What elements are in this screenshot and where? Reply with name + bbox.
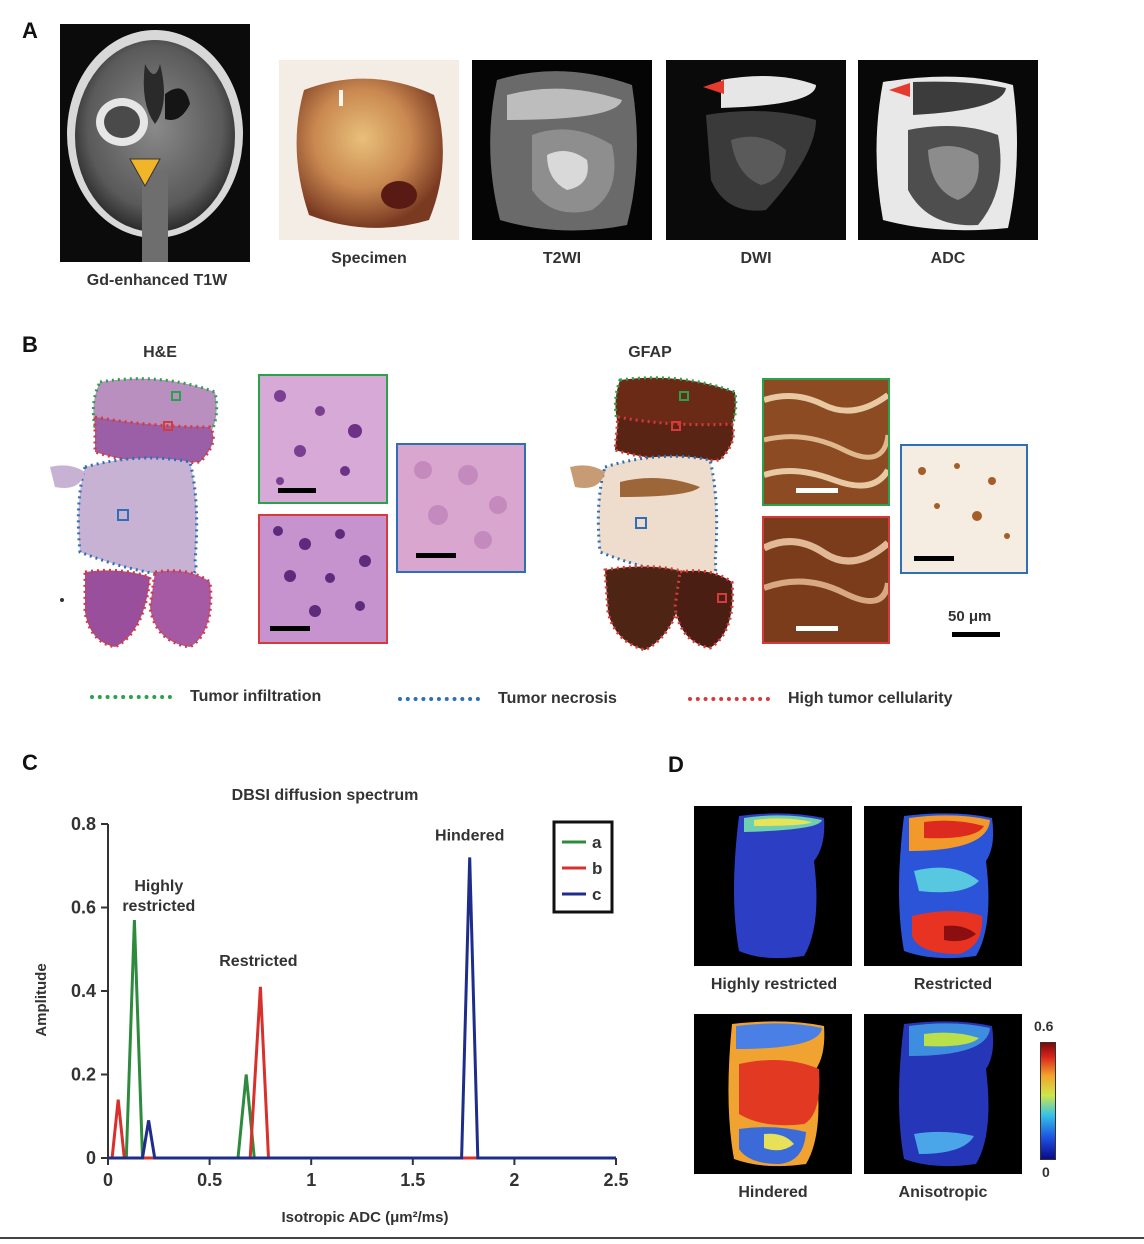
panel-label-c: C [22, 750, 38, 775]
he-section-image [40, 372, 240, 672]
x-tick-label: 1 [306, 1170, 316, 1190]
colorbar [1040, 1042, 1056, 1160]
y-tick-label: 0.4 [71, 981, 96, 1001]
series-line-c [108, 857, 616, 1160]
mri-t1w-image [60, 24, 250, 262]
y-tick-label: 0.6 [71, 898, 96, 918]
series-line-b [108, 986, 616, 1160]
panel-label-a: A [22, 18, 38, 43]
map-anisotropic [864, 1014, 1022, 1174]
caption-adc: ADC [930, 250, 966, 267]
dwi-image [666, 60, 846, 240]
map-label-anisotropic: Anisotropic [898, 1184, 988, 1201]
legend-label: Tumor necrosis [498, 690, 617, 707]
y-tick-label: 0.8 [71, 814, 96, 834]
x-axis-label: Isotropic ADC (μm²/ms) [282, 1209, 449, 1226]
gfap-cellularity-inset [762, 516, 890, 644]
arrowhead-icon [889, 83, 910, 97]
series-line-a [108, 919, 616, 1160]
map-restricted [864, 806, 1022, 966]
gfap-necrosis-inset [900, 444, 1028, 574]
legend-tumor-infiltration: Tumor infiltration [90, 688, 321, 706]
annotation-label: Highly restricted [122, 878, 195, 915]
legend-entry-b: b [592, 859, 602, 878]
y-axis-label: Amplitude [33, 963, 50, 1036]
legend-label: High tumor cellularity [788, 690, 953, 707]
colorbar-min-label: 0 [1042, 1164, 1050, 1180]
legend-entry-a: a [592, 833, 602, 852]
scale-bar [952, 632, 1000, 637]
map-highly-restricted [694, 806, 852, 966]
x-tick-label: 2 [509, 1170, 519, 1190]
map-hindered [694, 1014, 852, 1174]
dotted-line-red [688, 697, 770, 701]
bottom-rule [0, 1237, 1144, 1239]
chart-svg: DBSI diffusion spectrum 0 0.5 1 1.5 2 2.5 0 0.2… [33, 787, 629, 1226]
gfap-infiltration-inset [762, 378, 890, 506]
map-label-hindered: Hindered [738, 1184, 808, 1201]
he-infiltration-inset [258, 374, 388, 504]
chart-title: DBSI diffusion spectrum [232, 787, 419, 804]
map-label-restricted: Restricted [913, 976, 993, 993]
caption-t2wi: T2WI [542, 250, 582, 267]
caption-dwi: DWI [740, 250, 772, 267]
arrowhead-icon [129, 158, 161, 188]
t2wi-image [472, 60, 652, 240]
chart-spectrum: DBSI diffusion spectrum 0 0.5 1 1.5 2 2.5 0 0.2… [20, 770, 660, 1230]
x-tick-label: 1.5 [400, 1170, 425, 1190]
panel-label-b: B [22, 332, 38, 357]
x-tick-label: 0 [103, 1170, 113, 1190]
he-title: H&E [143, 344, 177, 361]
legend-label: Tumor infiltration [190, 688, 322, 705]
annotation-label: Restricted [219, 953, 297, 970]
adc-image [858, 60, 1038, 240]
legend-tumor-necrosis: Tumor necrosis [398, 690, 617, 708]
gfap-section-image [560, 372, 760, 672]
x-tick-label: 2.5 [603, 1170, 628, 1190]
dotted-line-blue [398, 697, 480, 701]
caption-specimen: Specimen [331, 250, 407, 267]
legend-high-cellularity: High tumor cellularity [688, 690, 952, 708]
specimen-photo [279, 60, 459, 240]
gfap-title: GFAP [628, 344, 672, 361]
panel-label-d: D [668, 752, 684, 777]
plot-area: 0 0.5 1 1.5 2 2.5 0 0.2 0.4 0.6 0.8 Highly restricte… [71, 814, 629, 1190]
arrowhead-icon [703, 80, 724, 94]
scale-bar-label: 50 μm [948, 608, 992, 625]
he-cellularity-inset [258, 514, 388, 644]
colorbar-max-label: 0.6 [1034, 1018, 1054, 1034]
dotted-line-green [90, 695, 172, 699]
caption-t1w: Gd-enhanced T1W [86, 272, 228, 289]
x-tick-label: 0.5 [197, 1170, 222, 1190]
annotation-label: Hindered [435, 828, 504, 845]
he-necrosis-inset [396, 443, 526, 573]
map-label-highly-restricted: Highly restricted [710, 976, 838, 993]
y-tick-label: 0 [86, 1148, 96, 1168]
y-tick-label: 0.2 [71, 1065, 96, 1085]
legend-entry-c: c [592, 885, 601, 904]
